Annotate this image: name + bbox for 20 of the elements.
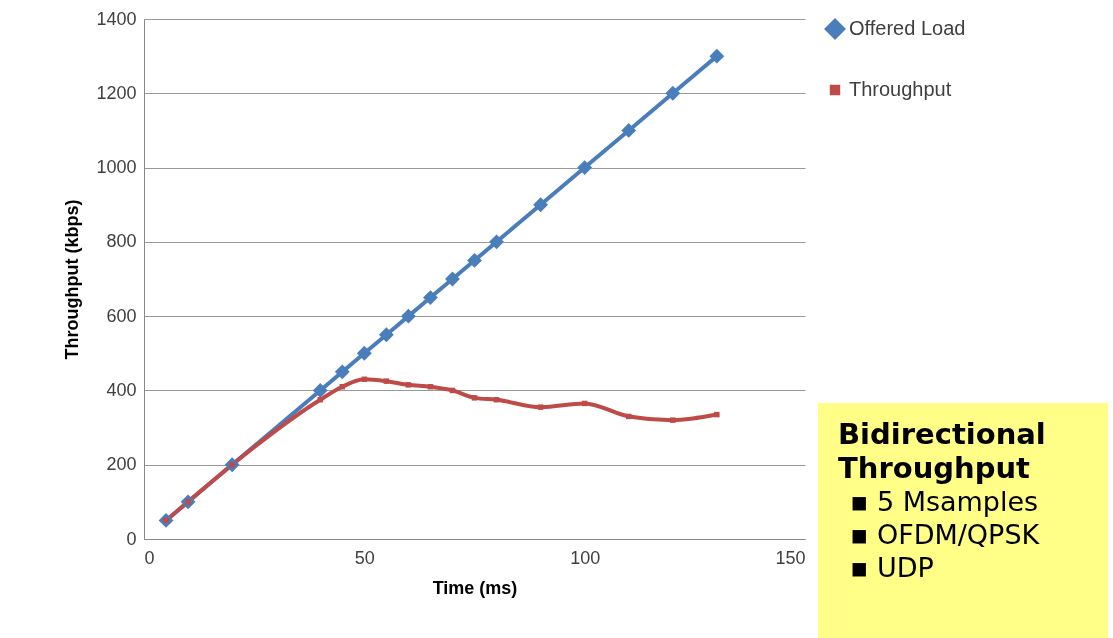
y-tick-label: 400 (106, 379, 137, 400)
y-axis-title: Throughput (kbps) (62, 199, 83, 360)
y-tick-label: 800 (106, 231, 137, 252)
y-tick-label: 1400 (96, 8, 137, 29)
y-tick-label: 1200 (96, 82, 137, 103)
x-tick-label: 150 (775, 547, 806, 568)
y-tick-label: 0 (126, 528, 137, 549)
x-tick-label: 100 (570, 547, 601, 568)
y-tick-label: 200 (106, 454, 137, 475)
y-tick-label: 1000 (96, 157, 137, 178)
text: ▪ UDP (849, 551, 935, 584)
text: ▪ OFDM/QPSK (849, 518, 1041, 551)
legend-label: Throughput (849, 78, 952, 100)
x-axis-title: Time (ms) (432, 577, 518, 598)
y-tick-label: 600 (106, 305, 137, 326)
text: ▪ 5 Msamples (849, 485, 1040, 518)
x-tick-label: 50 (354, 547, 375, 568)
text: Bidirectional Throughput (838, 417, 1047, 485)
legend-label: Offered Load (849, 17, 966, 39)
x-tick-label: 0 (144, 547, 155, 568)
